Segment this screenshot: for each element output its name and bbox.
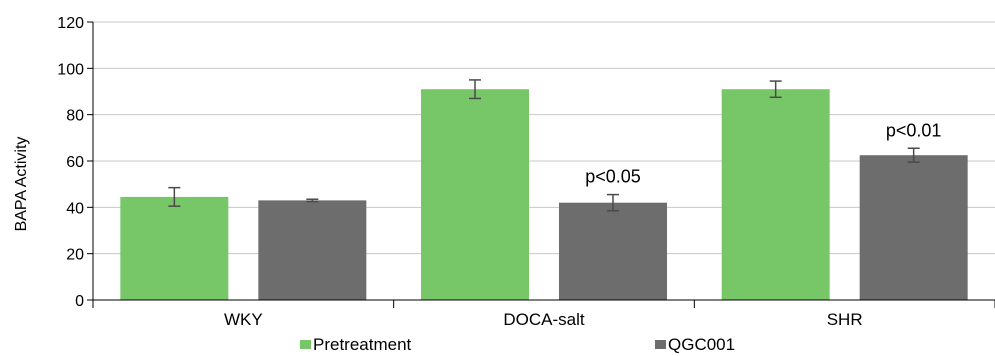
bars (120, 89, 968, 300)
x-axis-ticks (92, 300, 995, 308)
significance-annotation: p<0.01 (886, 120, 942, 140)
x-tick-label: DOCA-salt (503, 310, 585, 329)
annotations: p<0.05 p<0.01 (585, 120, 941, 186)
bar-pretreatment-doca-salt (421, 89, 529, 300)
x-tick-label: SHR (827, 310, 863, 329)
significance-annotation: p<0.05 (585, 167, 641, 187)
legend: Pretreatment QGC001 (300, 335, 735, 354)
x-tick-label: WKY (224, 310, 263, 329)
bar-pretreatment-wky (120, 196, 229, 300)
bar-qgc001-doca-salt (559, 202, 667, 300)
y-tick-label: 20 (66, 247, 84, 264)
y-tick-label: 0 (75, 293, 84, 310)
x-axis-labels: WKY DOCA-salt SHR (224, 310, 863, 329)
bar-qgc001-wky (258, 200, 367, 300)
legend-swatch-qgc001 (655, 340, 666, 349)
y-axis-title: BAPA Activity (13, 137, 30, 232)
error-bars (168, 79, 920, 212)
y-tick-label: 80 (66, 108, 84, 125)
y-axis-ticks: 0 20 40 60 80 100 120 (57, 15, 93, 310)
y-tick-label: 40 (66, 200, 84, 217)
gridlines (93, 21, 995, 255)
y-tick-label: 100 (57, 61, 84, 78)
legend-label: Pretreatment (313, 335, 412, 354)
y-tick-label: 120 (57, 15, 84, 32)
y-tick-label: 60 (66, 154, 84, 171)
legend-label: QGC001 (668, 335, 735, 354)
bar-qgc001-shr (859, 155, 968, 300)
legend-swatch-pretreatment (300, 340, 311, 349)
bar-pretreatment-shr (721, 89, 830, 300)
